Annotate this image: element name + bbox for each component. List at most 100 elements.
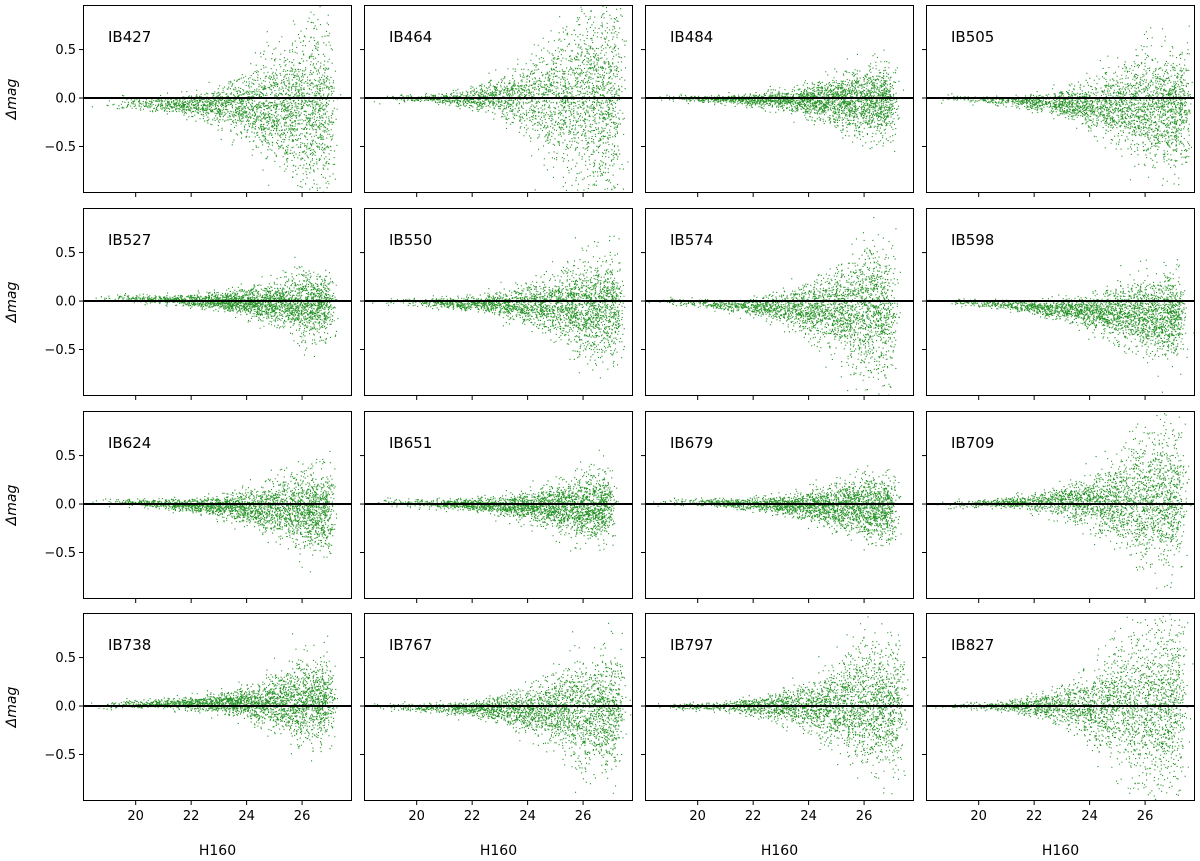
panel-label: IB598 (951, 231, 994, 249)
y-tick-label: 0.0 (55, 92, 76, 107)
x-axis-label: H160 (1042, 843, 1079, 859)
x-tick-label: 24 (519, 809, 536, 824)
y-tick-label: 0.5 (55, 651, 76, 666)
scatter-marks (658, 616, 914, 801)
axes-frame (83, 411, 352, 599)
y-tick-label: −0.5 (44, 140, 76, 155)
scatter-marks (378, 449, 619, 552)
scatter-points (658, 616, 914, 801)
scatter-marks (941, 25, 1195, 186)
scatter-marks (372, 235, 626, 379)
scatter-marks (935, 613, 1194, 801)
panel-IB797: 20 22 24 26 IB797 H160 (641, 613, 914, 859)
panel-label: IB550 (389, 231, 432, 249)
y-tick-label: −0.5 (44, 546, 76, 561)
x-tick-label: 26 (575, 809, 592, 824)
scatter-points (941, 25, 1195, 186)
y-tick-label: −0.5 (44, 748, 76, 763)
scatter-points (91, 633, 338, 762)
panel-label: IB709 (951, 434, 994, 452)
x-tick-label: 22 (745, 809, 762, 824)
panel-label: IB767 (389, 636, 432, 654)
y-axis-label: Δmag (4, 687, 20, 729)
scatter-marks (91, 633, 338, 762)
scatter-marks (929, 259, 1195, 393)
x-tick-label: 24 (800, 809, 817, 824)
panel-IB738: 20 22 24 26 0.5 0.0 −0.5 IB738 Δmag H160 (4, 613, 352, 859)
axes-frame (83, 208, 352, 396)
panel-label: IB527 (108, 231, 151, 249)
axes-frame (83, 5, 352, 193)
axes-frame (926, 208, 1195, 396)
scatter-points (378, 449, 619, 552)
scatter-marks (95, 256, 339, 357)
x-tick-label: 20 (127, 809, 144, 824)
x-axis-label: H160 (761, 843, 798, 859)
y-axis-label: Δmag (4, 485, 20, 527)
panel-label: IB505 (951, 28, 994, 46)
x-tick-label: 26 (1137, 809, 1154, 824)
y-tick-label: 0.5 (55, 246, 76, 261)
x-tick-label: 22 (183, 809, 200, 824)
panel-IB709: IB709 (922, 411, 1195, 603)
scatter-marks (648, 217, 901, 396)
x-tick-label: 22 (464, 809, 481, 824)
axes-frame (364, 613, 633, 801)
panel-IB464: IB464 (360, 5, 633, 197)
axes-frame (645, 208, 914, 396)
axes-frame (83, 613, 352, 801)
panel-label: IB464 (389, 28, 432, 46)
scatter-marks (91, 6, 342, 193)
y-tick-label: 0.5 (55, 449, 76, 464)
x-tick-label: 20 (970, 809, 987, 824)
scatter-marks (659, 49, 904, 152)
axes-frame (645, 613, 914, 801)
scatter-marks (653, 465, 902, 551)
panel-IB827: 20 22 24 26 IB827 H160 (922, 613, 1195, 859)
panel-label: IB624 (108, 434, 151, 452)
panel-label: IB651 (389, 434, 432, 452)
panel-label: IB427 (108, 28, 151, 46)
panel-IB427: 0.5 0.0 −0.5 IB427 Δmag (4, 5, 352, 197)
panel-IB484: IB484 (641, 5, 914, 197)
axes-frame (645, 411, 914, 599)
panel-IB767: 20 22 24 26 IB767 H160 (360, 613, 633, 859)
panel-IB598: IB598 (922, 208, 1195, 400)
panel-label: IB797 (670, 636, 713, 654)
scatter-points (934, 413, 1192, 589)
y-tick-label: 0.0 (55, 498, 76, 513)
x-tick-label: 26 (856, 809, 873, 824)
panel-label: IB827 (951, 636, 994, 654)
axes-frame (645, 5, 914, 193)
x-tick-label: 24 (238, 809, 255, 824)
y-axis-label: Δmag (4, 282, 20, 324)
axes-frame (364, 411, 633, 599)
panel-IB574: IB574 (641, 208, 914, 400)
x-tick-label: 26 (294, 809, 311, 824)
scatter-points (929, 259, 1195, 393)
x-tick-label: 22 (1026, 809, 1043, 824)
axes-frame (364, 208, 633, 396)
y-tick-label: 0.0 (55, 700, 76, 715)
panel-IB624: 0.5 0.0 −0.5 IB624 Δmag (4, 411, 352, 603)
y-axis-label: Δmag (4, 79, 20, 121)
axes-frame (926, 613, 1195, 801)
panel-IB527: 0.5 0.0 −0.5 IB527 Δmag (4, 208, 352, 400)
axes-frame (364, 5, 633, 193)
panel-label: IB484 (670, 28, 713, 46)
x-axis-label: H160 (199, 843, 236, 859)
axes-frame (926, 5, 1195, 193)
scatter-points (659, 49, 904, 152)
panel-IB679: IB679 (641, 411, 914, 603)
scatter-points (372, 235, 626, 379)
scatter-marks (92, 450, 340, 573)
y-tick-label: −0.5 (44, 343, 76, 358)
scatter-points (91, 6, 342, 193)
scatter-points (935, 613, 1194, 801)
scatter-marks (934, 413, 1192, 589)
y-tick-label: 0.5 (55, 43, 76, 58)
y-tick-label: 0.0 (55, 295, 76, 310)
scatter-points (653, 465, 902, 551)
panel-IB550: IB550 (360, 208, 633, 400)
